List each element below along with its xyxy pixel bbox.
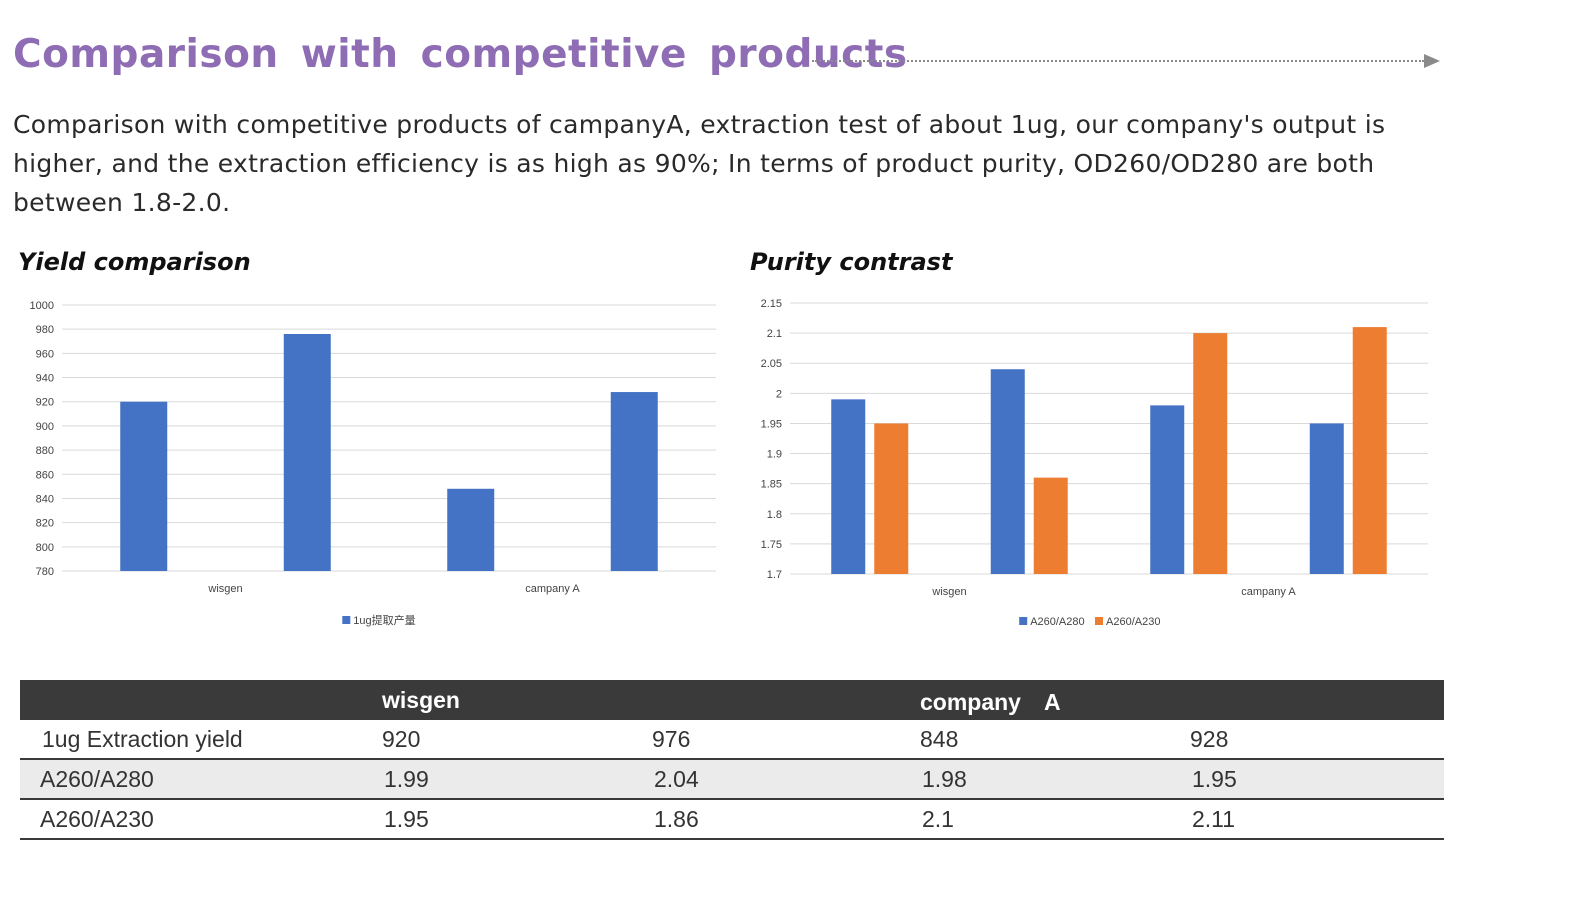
y-tick-label: 880 [36, 445, 54, 457]
purity-chart: 2.15 2.1 2.05 2 1.95 1.9 1.85 1.8 1.75 1.7 wisgen c… [761, 298, 1428, 628]
bar [1193, 333, 1228, 574]
y-tick-label: 1.95 [761, 418, 782, 430]
table-cell: 2.11 [1190, 799, 1444, 840]
purity-chart-title: Purity contrast [750, 248, 953, 276]
y-tick-label: 820 [36, 518, 54, 530]
table-header-cell [1190, 680, 1444, 720]
y-tick-label: 920 [36, 397, 54, 409]
bar [990, 369, 1025, 574]
arrow-right-icon [1424, 54, 1440, 68]
bar [1150, 405, 1185, 574]
legend-swatch [1019, 617, 1028, 625]
y-tick-label: 1000 [30, 300, 54, 312]
row-label: A260/A230 [20, 799, 382, 840]
y-tick-label: 800 [36, 542, 54, 554]
table-cell: 1.86 [652, 799, 920, 840]
bar [447, 488, 495, 571]
bar [1309, 423, 1344, 574]
bar [831, 399, 866, 574]
y-tick-label: 1.75 [761, 539, 782, 551]
table-cell: 976 [652, 720, 920, 760]
y-tick-label: 1.85 [761, 479, 782, 491]
comparison-table: wisgen company A 1ug Extraction yield 92… [20, 680, 1444, 840]
y-tick-label: 900 [36, 421, 54, 433]
row-label: 1ug Extraction yield [20, 720, 382, 760]
bar [283, 334, 331, 571]
table-cell: 1.95 [382, 799, 652, 840]
page-title: Comparison with competitive products [13, 32, 908, 77]
legend-swatch [342, 616, 351, 624]
y-tick-label: 840 [36, 493, 54, 505]
table-cell: 920 [382, 720, 652, 760]
bar [874, 423, 909, 574]
table-cell: 1.98 [920, 759, 1190, 800]
table-row-a260-a280: A260/A280 1.99 2.04 1.98 1.95 [20, 759, 1444, 800]
yield-chart-title: Yield comparison [18, 248, 251, 276]
bar [1352, 327, 1387, 574]
legend-label: A260/A280 [1030, 616, 1084, 628]
intro-paragraph: Comparison with competitive products of … [13, 110, 1386, 217]
table-cell: 1.99 [382, 759, 652, 800]
x-category-label: wisgen [931, 586, 966, 598]
bar [610, 392, 658, 571]
table-cell: 848 [920, 720, 1190, 760]
y-tick-label: 1.9 [767, 449, 782, 461]
y-tick-label: 860 [36, 469, 54, 481]
x-category-label: campany A [525, 583, 580, 595]
table-row-yield: 1ug Extraction yield 920 976 848 928 [20, 720, 1444, 760]
table-cell: 1.95 [1190, 759, 1444, 800]
table-header-company-a: company A [920, 680, 1190, 720]
y-tick-label: 2 [776, 388, 782, 400]
x-category-label: wisgen [207, 583, 242, 595]
table-header-row: wisgen company A [20, 680, 1444, 720]
y-tick-label: 960 [36, 348, 54, 360]
table-header-cell [652, 680, 920, 720]
y-tick-label: 2.1 [767, 328, 782, 340]
y-tick-label: 940 [36, 373, 54, 385]
table-cell: 928 [1190, 720, 1444, 760]
legend-swatch [1095, 617, 1103, 625]
y-tick-label: 1.7 [767, 569, 782, 581]
y-tick-label: 780 [36, 566, 54, 578]
y-tick-label: 2.15 [761, 298, 782, 310]
x-category-label: campany A [1241, 586, 1296, 598]
y-tick-label: 980 [36, 324, 54, 336]
bar [120, 401, 168, 571]
dotted-divider [812, 60, 1424, 62]
table-cell: 2.1 [920, 799, 1190, 840]
legend-label: 1ug提取产量 [353, 613, 415, 627]
bar [1033, 477, 1068, 574]
y-tick-label: 1.8 [767, 509, 782, 521]
table-header-cell [20, 680, 382, 720]
yield-chart: 1000 980 960 940 920 900 880 860 840 820 800 780 wis… [30, 300, 716, 627]
table-header-wisgen: wisgen [382, 680, 652, 720]
row-label: A260/A280 [20, 759, 382, 800]
table-cell: 2.04 [652, 759, 920, 800]
table-row-a260-a230: A260/A230 1.95 1.86 2.1 2.11 [20, 799, 1444, 840]
y-tick-label: 2.05 [761, 358, 782, 370]
legend-label: A260/A230 [1106, 616, 1160, 628]
